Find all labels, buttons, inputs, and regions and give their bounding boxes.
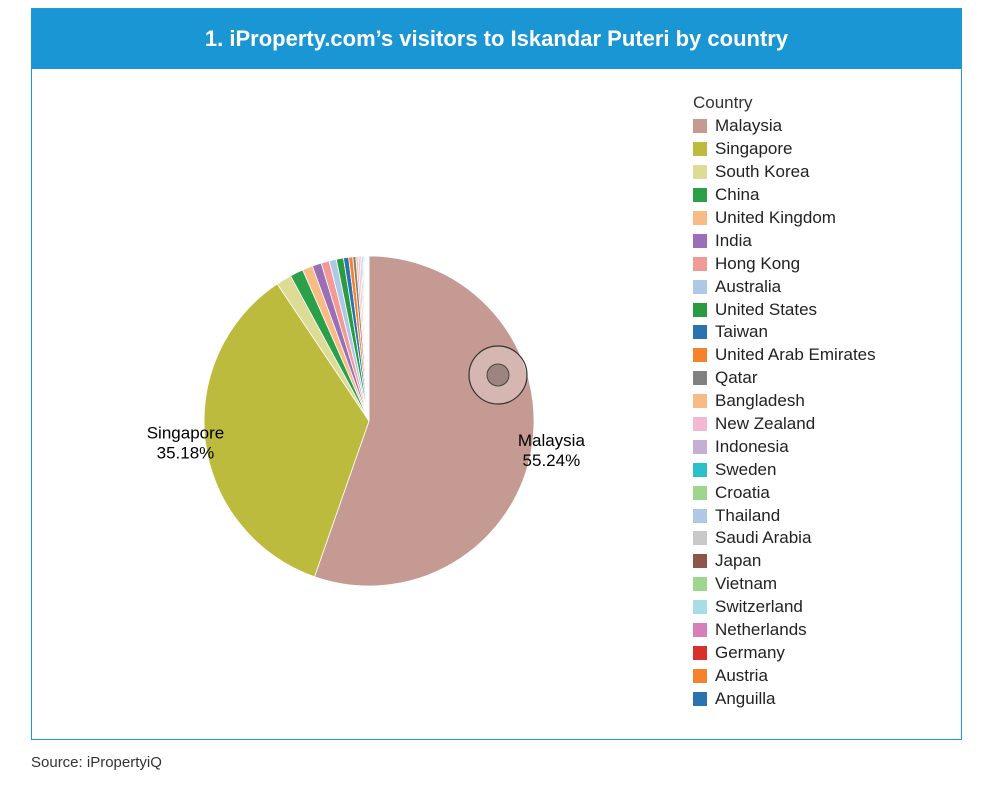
legend-swatch: [693, 394, 707, 409]
legend-item-singapore[interactable]: Singapore: [693, 138, 876, 161]
legend-label: Netherlands: [715, 620, 807, 640]
legend-label: Germany: [715, 642, 785, 662]
legend-swatch: [693, 577, 707, 592]
legend-label: Singapore: [715, 139, 793, 159]
legend-item-austria[interactable]: Austria: [693, 664, 876, 687]
legend-label: India: [715, 230, 752, 250]
legend-item-qatar[interactable]: Qatar: [693, 367, 876, 390]
legend-item-indonesia[interactable]: Indonesia: [693, 435, 876, 458]
pie-slice-singapore[interactable]: [203, 283, 370, 578]
slice-label-malaysia: Malaysia: [518, 431, 586, 450]
slice-value-malaysia: 55.24%: [523, 451, 581, 470]
chart-title: 1. iProperty.com’s visitors to Iskandar …: [32, 9, 961, 69]
legend-swatch: [693, 691, 707, 706]
legend-label: Taiwan: [715, 322, 768, 342]
chart-frame: 1. iProperty.com’s visitors to Iskandar …: [31, 8, 962, 740]
legend-label: United Arab Emirates: [715, 345, 876, 365]
legend-item-united-kingdom[interactable]: United Kingdom: [693, 207, 876, 230]
legend-label: Sweden: [715, 459, 777, 479]
legend-swatch: [693, 417, 707, 432]
legend-swatch: [693, 165, 707, 180]
legend-swatch: [693, 348, 707, 363]
legend-swatch: [693, 302, 707, 317]
legend-label: Australia: [715, 276, 782, 296]
legend-label: Austria: [715, 665, 768, 685]
legend-item-malaysia[interactable]: Malaysia: [693, 115, 876, 138]
legend-title: Country: [693, 93, 753, 112]
legend-swatch: [693, 233, 707, 248]
legend-item-hong-kong[interactable]: Hong Kong: [693, 252, 876, 275]
legend-swatch: [693, 531, 707, 546]
legend-swatch: [693, 211, 707, 225]
legend-item-china[interactable]: China: [693, 184, 876, 207]
legend-label: Switzerland: [715, 597, 803, 617]
legend-swatch: [693, 645, 707, 660]
legend-swatch: [693, 142, 707, 157]
slice-label-singapore: Singapore: [147, 423, 225, 442]
legend-label: United Kingdom: [715, 208, 836, 227]
legend-swatch: [693, 554, 707, 569]
legend-item-croatia[interactable]: Croatia: [693, 481, 876, 504]
legend-swatch: [693, 668, 707, 683]
legend-item-india[interactable]: India: [693, 229, 876, 252]
legend-item-anguilla[interactable]: Anguilla: [693, 687, 876, 710]
legend-item-thailand[interactable]: Thailand: [693, 504, 876, 527]
legend-item-saudi-arabia[interactable]: Saudi Arabia: [693, 527, 876, 550]
legend-label: New Zealand: [715, 414, 816, 434]
legend-swatch: [693, 119, 707, 134]
slice-value-singapore: 35.18%: [157, 443, 215, 462]
legend-label: Indonesia: [715, 436, 789, 456]
legend-item-switzerland[interactable]: Switzerland: [693, 596, 876, 619]
legend-item-united-states[interactable]: United States: [693, 298, 876, 321]
legend-item-new-zealand[interactable]: New Zealand: [693, 413, 876, 436]
legend-label: South Korea: [715, 162, 810, 182]
legend-label: Thailand: [715, 505, 781, 525]
legend-swatch: [693, 325, 707, 340]
legend-item-vietnam[interactable]: Vietnam: [693, 573, 876, 596]
legend-label: United States: [715, 299, 818, 319]
legend-swatch: [693, 371, 707, 386]
legend-swatch: [693, 600, 707, 615]
legend-item-united-arab-emirates[interactable]: United Arab Emirates: [693, 344, 876, 367]
legend-label: Bangladesh: [715, 391, 805, 411]
legend-swatch: [693, 485, 707, 500]
legend-item-taiwan[interactable]: Taiwan: [693, 321, 876, 344]
legend-swatch: [693, 256, 707, 271]
legend-label: Japan: [715, 551, 762, 571]
legend-label: Vietnam: [715, 574, 778, 594]
hover-marker: [468, 345, 528, 405]
legend-swatch: [693, 462, 707, 477]
legend-item-germany[interactable]: Germany: [693, 641, 876, 664]
legend-label: Malaysia: [715, 116, 783, 136]
legend-swatch: [693, 279, 707, 294]
legend-label: Saudi Arabia: [715, 528, 812, 548]
legend-label: Hong Kong: [715, 253, 801, 273]
legend-item-australia[interactable]: Australia: [693, 275, 876, 298]
legend-label: China: [715, 185, 760, 205]
legend-item-south-korea[interactable]: South Korea: [693, 161, 876, 184]
legend-swatch: [693, 508, 707, 523]
legend-label: Anguilla: [715, 688, 776, 708]
legend-swatch: [693, 188, 707, 203]
legend-item-japan[interactable]: Japan: [693, 550, 876, 573]
legend-swatch: [693, 623, 707, 638]
source-note: Source: iPropertyiQ: [31, 754, 162, 771]
legend-swatch: [693, 439, 707, 454]
legend-label: Qatar: [715, 368, 758, 388]
legend-item-netherlands[interactable]: Netherlands: [693, 619, 876, 642]
legend: Country Malaysia Singapore South Korea Chin…: [693, 93, 876, 710]
legend-item-sweden[interactable]: Sweden: [693, 458, 876, 481]
legend-label: Croatia: [715, 482, 770, 502]
legend-item-bangladesh[interactable]: Bangladesh: [693, 390, 876, 413]
